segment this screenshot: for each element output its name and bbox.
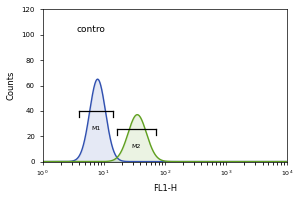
Text: M1: M1 (92, 126, 101, 131)
Text: M2: M2 (132, 144, 141, 149)
X-axis label: FL1-H: FL1-H (153, 184, 177, 193)
Text: contro: contro (76, 25, 105, 34)
Y-axis label: Counts: Counts (7, 71, 16, 100)
